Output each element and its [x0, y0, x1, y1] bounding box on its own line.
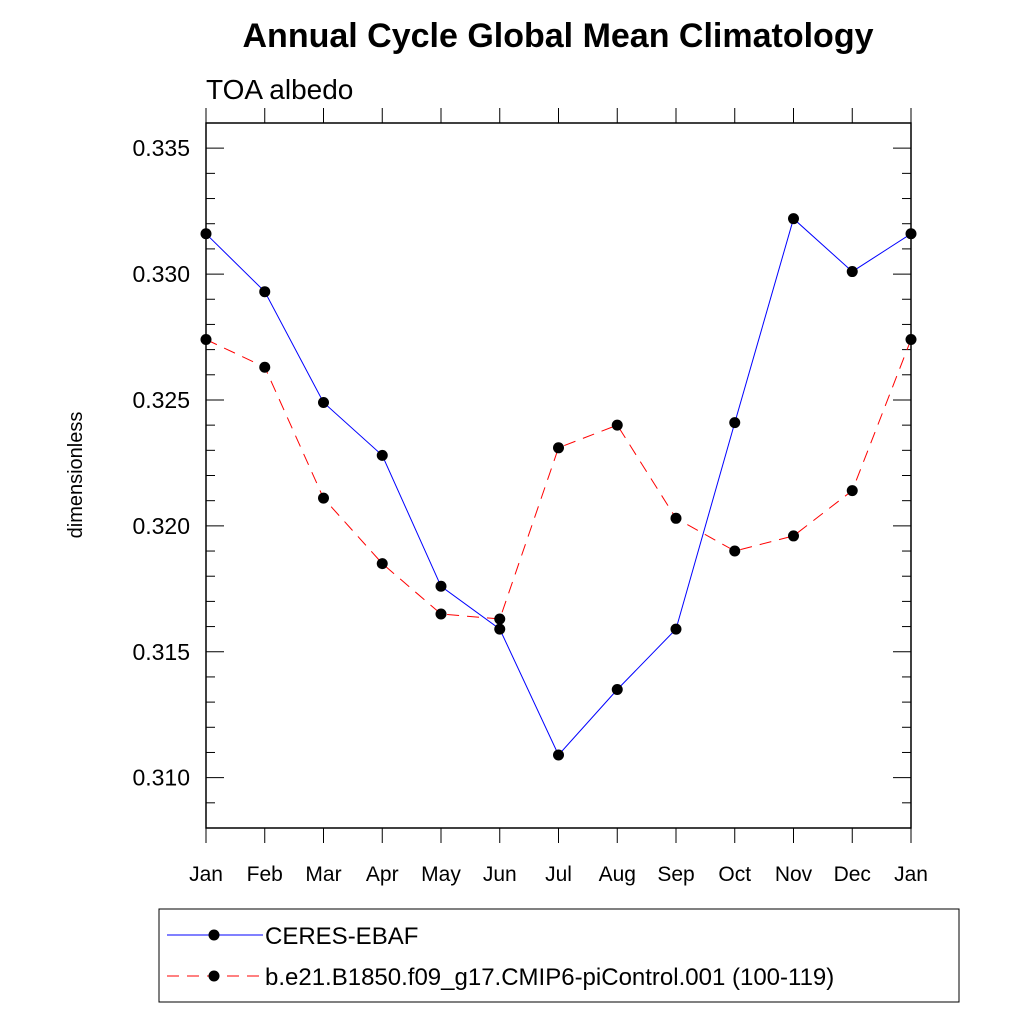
- legend-marker-model: [208, 970, 220, 982]
- y-tick-label: 0.335: [132, 135, 190, 161]
- series-1-point: [670, 512, 682, 524]
- x-tick-label: Aug: [599, 863, 636, 886]
- series-1-point: [318, 492, 329, 504]
- series-1-point: [788, 530, 799, 542]
- series-0-point: [494, 623, 506, 635]
- series-line-1: [205, 339, 912, 620]
- x-tick-label: Apr: [366, 863, 399, 886]
- y-tick-label: 0.320: [132, 513, 190, 539]
- series-0-point: [435, 580, 447, 592]
- series-1-point: [846, 485, 858, 497]
- series-1-point: [729, 545, 741, 557]
- x-tick-label: Jan: [894, 863, 928, 886]
- legend-marker-ceres: [208, 929, 220, 941]
- y-axis-label: dimensionless: [65, 412, 87, 539]
- series-0-point: [553, 749, 564, 761]
- chart-subtitle: TOA albedo: [206, 74, 353, 105]
- series-1-point: [553, 442, 564, 454]
- legend-label-model: b.e21.B1850.f09_g17.CMIP6-piControl.001 …: [265, 964, 834, 991]
- x-tick-label: Nov: [775, 863, 813, 886]
- y-tick-label: 0.315: [132, 639, 190, 665]
- plot-frame: [205, 122, 912, 829]
- legend-label-ceres: CERES-EBAF: [265, 923, 418, 950]
- series-0-point: [670, 623, 682, 635]
- y-tick-label: 0.330: [132, 261, 190, 287]
- y-tick-label: 0.325: [132, 387, 190, 413]
- series-line-0: [205, 217, 912, 756]
- y-tick-label: 0.310: [132, 765, 190, 791]
- x-tick-label: Jan: [189, 863, 223, 886]
- series-1-point: [611, 419, 623, 431]
- series-0-point: [788, 213, 799, 225]
- x-tick-label: Sep: [657, 863, 694, 886]
- x-tick-label: Dec: [834, 863, 871, 886]
- x-tick-label: Feb: [247, 863, 283, 886]
- series-0-point: [729, 417, 741, 429]
- series-1-point: [376, 558, 388, 570]
- series-0-point: [846, 266, 858, 278]
- series-0-point: [376, 449, 388, 461]
- axis-ticks: 0.310 0.315 0.320 0.325 0.330 0.335 Jan Feb Mar A…: [132, 108, 928, 886]
- x-tick-label: May: [421, 863, 461, 886]
- x-tick-label: Mar: [305, 863, 341, 886]
- series-0-point: [318, 396, 329, 408]
- series-0-point: [259, 286, 271, 298]
- series-0-point: [611, 684, 623, 696]
- x-tick-label: Jun: [483, 863, 517, 886]
- legend-item-ceres: CERES-EBAF: [167, 923, 418, 950]
- chart-title: Annual Cycle Global Mean Climatology: [243, 17, 874, 55]
- series-layer: [200, 213, 917, 761]
- x-tick-label: Jul: [545, 863, 572, 886]
- legend-box: [158, 908, 960, 1003]
- legend: CERES-EBAF b.e21.B1850.f09_g17.CMIP6-piC…: [158, 908, 960, 1003]
- series-1-point: [435, 608, 447, 620]
- series-1-point: [259, 361, 271, 373]
- series-1-point: [494, 613, 506, 625]
- x-tick-label: Oct: [718, 863, 751, 886]
- legend-item-model: b.e21.B1850.f09_g17.CMIP6-piControl.001 …: [167, 964, 834, 991]
